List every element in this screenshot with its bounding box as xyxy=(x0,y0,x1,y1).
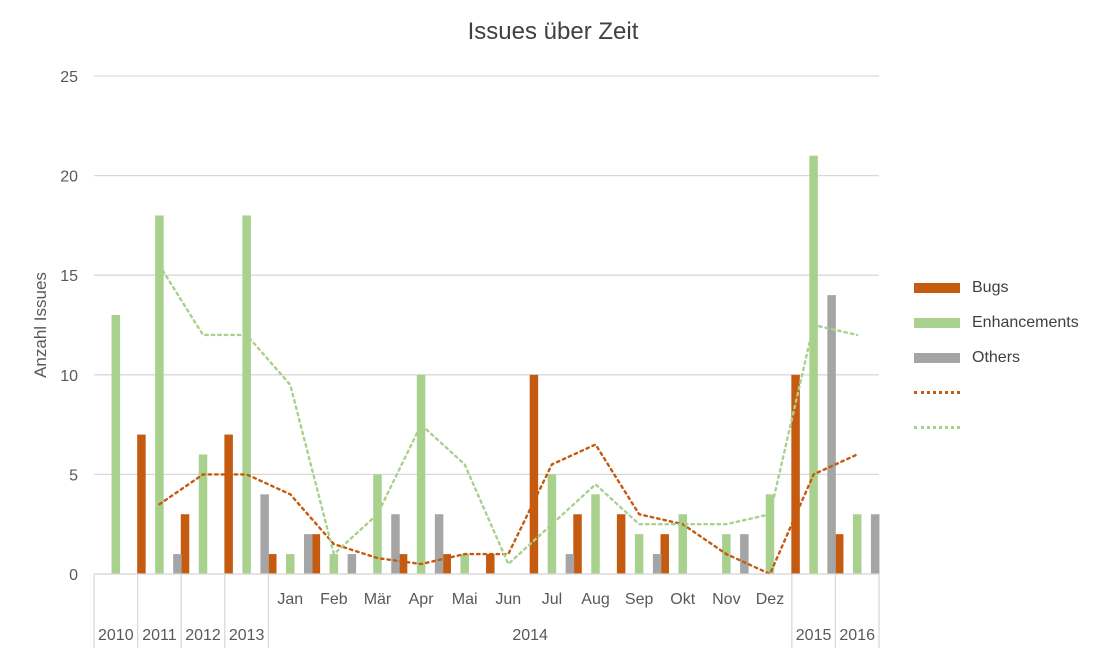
x-tick-label: Jul xyxy=(542,591,562,608)
bar-others xyxy=(260,494,269,574)
x-group-label: 2015 xyxy=(796,627,832,644)
bar-bugs xyxy=(137,434,146,574)
bar-enhancements xyxy=(591,494,600,574)
x-tick-label: Jun xyxy=(495,591,521,608)
bar-enhancements xyxy=(242,215,251,574)
trendlines xyxy=(158,264,859,576)
bar-enhancements xyxy=(111,315,121,574)
bar-others xyxy=(870,514,880,574)
bar-enhancements xyxy=(809,155,818,574)
x-tick-label: Sep xyxy=(625,591,654,608)
legend: Bugs Enhancements Others xyxy=(914,270,1079,445)
y-tick-labels: 0 5 10 15 20 25 xyxy=(60,69,78,584)
bar-bugs xyxy=(180,514,190,574)
bar-bugs xyxy=(224,434,233,574)
bar-bugs xyxy=(660,534,669,574)
bar-bugs xyxy=(486,554,495,574)
gridlines xyxy=(94,75,879,575)
x-tick-label: Dez xyxy=(756,591,784,608)
bar-bugs xyxy=(616,514,626,574)
bar-enhancements xyxy=(547,474,557,574)
legend-swatch-enhancements xyxy=(914,317,960,328)
legend-line-bugs-trend xyxy=(914,391,960,394)
x-tick-label: Mär xyxy=(364,591,392,608)
bar-bugs xyxy=(834,534,844,574)
y-tick-label: 0 xyxy=(69,567,78,584)
x-group-label: 2016 xyxy=(839,627,875,644)
bar-others xyxy=(565,554,575,574)
bar-enhancements xyxy=(678,514,687,574)
legend-label-others: Others xyxy=(972,348,1021,366)
y-tick-label: 10 xyxy=(60,368,78,385)
x-group-label: 2013 xyxy=(229,627,265,644)
legend-swatch-others xyxy=(914,352,960,363)
bar-others xyxy=(827,295,836,574)
x-tick-label: Jan xyxy=(277,591,303,608)
legend-line-enhancements-trend xyxy=(914,426,960,429)
bar-enhancements xyxy=(416,374,426,574)
y-tick-label: 20 xyxy=(60,169,78,186)
bar-others xyxy=(434,514,444,574)
x-group-label: 2014 xyxy=(512,627,548,644)
bar-bugs xyxy=(573,514,582,574)
bar-others xyxy=(173,554,182,574)
bar-bugs xyxy=(791,374,800,574)
x-group-label: 2011 xyxy=(142,627,177,644)
x-tick-label: Mai xyxy=(452,591,478,608)
y-tick-label: 5 xyxy=(69,467,78,484)
y-tick-label: 15 xyxy=(60,268,78,285)
bar-enhancements xyxy=(373,474,382,574)
y-tick-label: 25 xyxy=(60,69,78,86)
bar-others xyxy=(391,514,400,574)
legend-item-enhancements-trend xyxy=(914,410,1079,445)
bar-enhancements xyxy=(765,494,775,574)
trendline-1 xyxy=(158,264,859,567)
bar-enhancements xyxy=(852,514,862,574)
x-tick-label: Okt xyxy=(670,591,695,608)
bar-enhancements xyxy=(460,554,469,574)
bar-enhancements xyxy=(329,554,339,574)
bars xyxy=(111,155,880,574)
bar-bugs xyxy=(311,534,321,574)
bar-bugs xyxy=(398,554,408,574)
legend-label-enhancements: Enhancements xyxy=(972,313,1079,331)
x-tick-label: Aug xyxy=(581,591,609,608)
bar-others xyxy=(304,534,313,574)
legend-item-others: Others xyxy=(914,340,1079,375)
bar-enhancements xyxy=(198,454,208,574)
legend-label-bugs: Bugs xyxy=(972,278,1009,296)
legend-item-enhancements: Enhancements xyxy=(914,305,1079,340)
legend-item-bugs-trend xyxy=(914,375,1079,410)
x-axis: 2010 2011 2012 2013 Jan Feb Mär Apr Mai Jun Jul Aug… xyxy=(93,573,880,648)
bar-others xyxy=(652,554,662,574)
bar-bugs xyxy=(442,554,451,574)
x-tick-label: Nov xyxy=(712,591,740,608)
x-group-label: 2010 xyxy=(98,627,134,644)
x-tick-label: Feb xyxy=(320,591,348,608)
x-tick-label: Apr xyxy=(409,591,435,608)
chart-title: Issues über Zeit xyxy=(467,18,639,45)
legend-swatch-bugs xyxy=(914,282,960,293)
bar-bugs xyxy=(529,374,539,574)
bar-bugs xyxy=(268,554,277,574)
x-group-label: 2012 xyxy=(185,627,221,644)
bar-enhancements xyxy=(155,215,164,574)
legend-item-bugs: Bugs xyxy=(914,270,1079,305)
bar-others xyxy=(347,554,357,574)
bar-enhancements xyxy=(634,534,644,574)
y-axis-label: Anzahl Issues xyxy=(31,272,50,378)
bar-enhancements xyxy=(286,554,295,574)
bar-others xyxy=(740,534,749,574)
